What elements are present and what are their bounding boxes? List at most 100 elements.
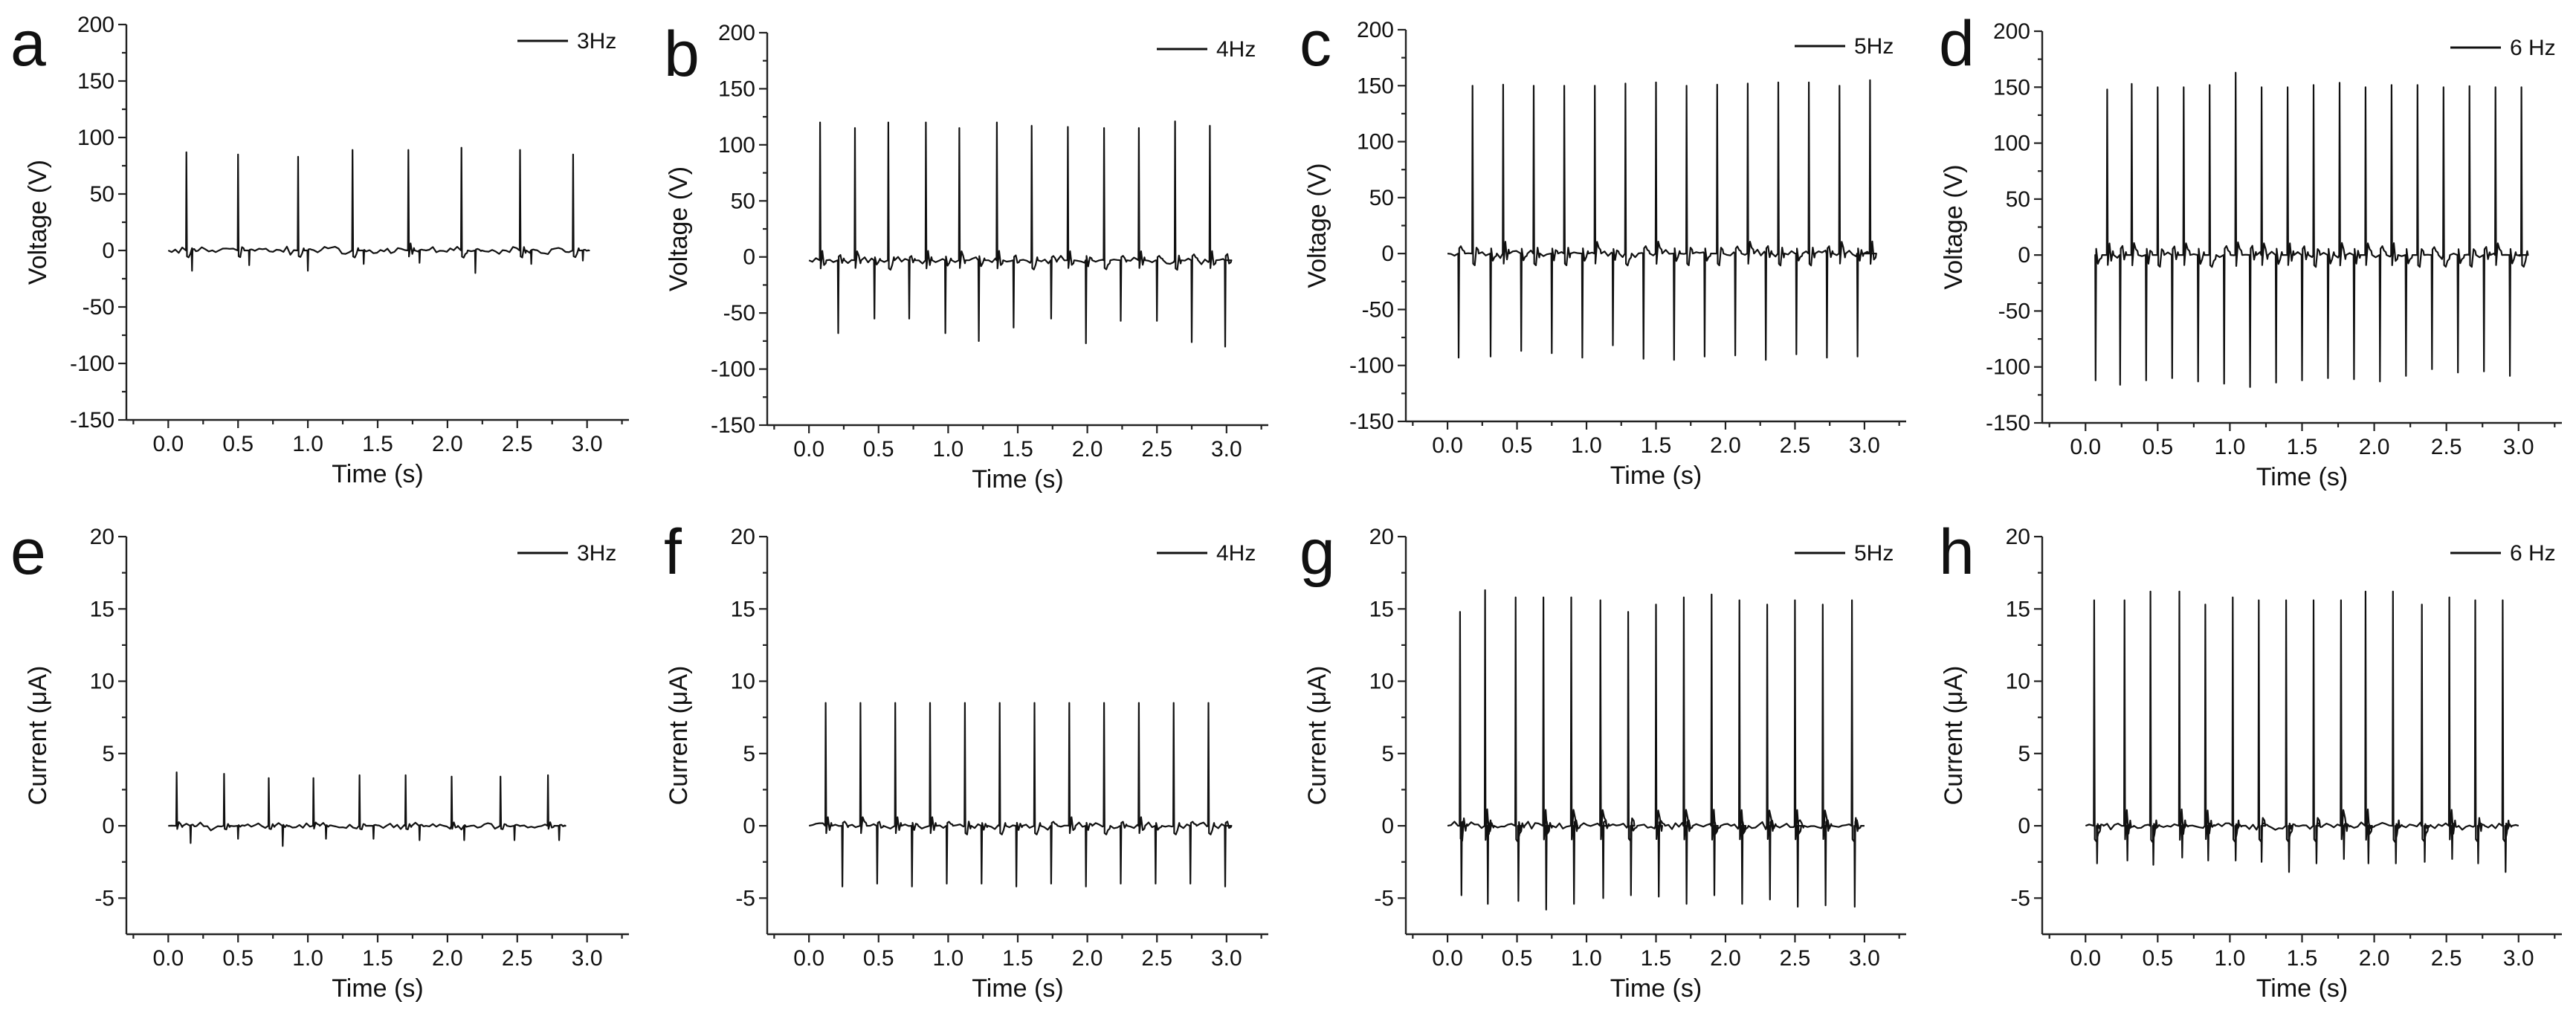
panel-e: e 0.0 0.5 1.0 1.5 2.0 2.5 3.0 -5 0 5 10 15 20 Time (s)… (10, 517, 629, 1003)
x-tick-label: 1.5 (362, 946, 393, 971)
y-tick-label: 200 (1993, 19, 2030, 44)
panel-letter-a: a (10, 8, 46, 80)
y-tick-label: 100 (718, 133, 755, 158)
y-axis-title: Current (μA) (1940, 666, 1968, 806)
y-tick-label: 50 (2006, 187, 2030, 212)
series-line (1447, 589, 1865, 910)
y-tick-label: -100 (711, 357, 755, 382)
x-tick-label: 2.0 (2359, 946, 2390, 971)
x-axis-title: Time (s) (1610, 462, 1702, 490)
panel-h: h 0.0 0.5 1.0 1.5 2.0 2.5 3.0 -5 0 5 10 15 20 Time (s)… (1939, 517, 2562, 1003)
y-tick-label: 15 (731, 597, 755, 621)
x-tick-label: 1.5 (362, 432, 393, 456)
x-tick-label: 3.0 (2503, 946, 2534, 971)
y-axis-title: Voltage (V) (1303, 163, 1331, 288)
x-tick-label: 2.0 (1072, 946, 1103, 971)
y-tick-label: 0 (2018, 243, 2030, 268)
y-tick-label: 150 (718, 77, 755, 101)
x-tick-label: 1.0 (292, 946, 323, 971)
x-tick-label: 0.5 (222, 946, 254, 971)
x-tick-label: 3.0 (2503, 435, 2534, 459)
x-tick-label: 1.5 (1641, 946, 1672, 971)
x-tick-label: 3.0 (572, 432, 603, 456)
series-line (2085, 590, 2519, 873)
x-tick-label: 1.0 (933, 946, 964, 971)
x-tick-label: 1.0 (1571, 433, 1602, 458)
y-tick-label: -100 (1349, 354, 1394, 378)
y-tick-label: 100 (1993, 132, 2030, 156)
y-tick-label: 50 (731, 189, 755, 213)
x-tick-label: 2.5 (502, 946, 533, 971)
y-tick-label: 10 (90, 670, 114, 694)
y-tick-label: -50 (723, 301, 755, 326)
x-tick-label: 3.0 (1211, 437, 1242, 462)
panel-letter-g: g (1300, 517, 1335, 588)
x-tick-label: 2.5 (2431, 435, 2462, 459)
y-tick-label: 0 (102, 239, 114, 263)
legend-label: 4Hz (1216, 37, 1256, 62)
panel-c: c 0.0 0.5 1.0 1.5 2.0 2.5 3.0 -150 -100 -50 0 50 100 1… (1300, 8, 1906, 490)
panel-f: f 0.0 0.5 1.0 1.5 2.0 2.5 3.0 -5 0 5 10 15 20 Time (s)… (664, 517, 1268, 1003)
y-tick-label: 15 (1369, 597, 1394, 621)
panel-letter-e: e (10, 517, 46, 588)
y-axis-title: Voltage (V) (24, 160, 52, 285)
y-tick-label: -100 (70, 352, 114, 376)
y-tick-label: 150 (77, 69, 114, 94)
x-tick-label: 1.5 (2287, 435, 2318, 459)
y-tick-label: 150 (1993, 75, 2030, 100)
legend-label: 3Hz (577, 541, 616, 566)
x-axis-title: Time (s) (332, 974, 423, 1003)
panel-b: b 0.0 0.5 1.0 1.5 2.0 2.5 3.0 -150 -100 -50 0 50 100 1… (664, 19, 1268, 494)
y-tick-label: -150 (1349, 410, 1394, 434)
y-axis-title: Current (μA) (665, 666, 693, 806)
series-line (808, 702, 1233, 887)
y-tick-label: 10 (731, 670, 755, 694)
y-tick-label: 50 (1369, 186, 1394, 210)
x-tick-label: 2.0 (1710, 433, 1741, 458)
x-tick-label: 1.5 (1641, 433, 1672, 458)
y-tick-label: 50 (90, 182, 114, 207)
y-tick-label: 100 (1357, 130, 1394, 155)
panel-letter-c: c (1300, 8, 1331, 80)
y-tick-label: 5 (102, 742, 114, 766)
x-tick-label: 3.0 (1849, 433, 1880, 458)
y-tick-label: -150 (1986, 411, 2030, 436)
x-tick-label: 2.5 (2431, 946, 2462, 971)
panel-letter-d: d (1939, 8, 1975, 80)
y-tick-label: 10 (2006, 670, 2030, 694)
y-tick-label: -50 (1362, 297, 1394, 322)
x-tick-label: 0.0 (152, 946, 184, 971)
x-tick-label: 0.0 (793, 437, 824, 462)
x-tick-label: 2.5 (1780, 433, 1811, 458)
y-tick-label: 20 (731, 525, 755, 549)
x-tick-label: 2.5 (1141, 946, 1172, 971)
y-axis-title: Current (μA) (1303, 666, 1331, 806)
x-axis-title: Time (s) (972, 465, 1063, 494)
y-tick-label: 0 (102, 814, 114, 838)
x-tick-label: 2.5 (1141, 437, 1172, 462)
y-tick-label: 100 (77, 126, 114, 150)
x-tick-label: 1.5 (1002, 946, 1033, 971)
x-axis-title: Time (s) (332, 460, 423, 488)
x-tick-label: 1.0 (1571, 946, 1602, 971)
x-tick-label: 0.5 (863, 946, 894, 971)
y-tick-label: 150 (1357, 74, 1394, 98)
legend-label: 4Hz (1216, 541, 1256, 566)
x-tick-label: 2.0 (2359, 435, 2390, 459)
x-tick-label: 1.0 (2215, 435, 2246, 459)
y-tick-label: 0 (2018, 814, 2030, 838)
y-tick-label: 5 (2018, 742, 2030, 766)
x-tick-label: 0.0 (152, 432, 184, 456)
x-tick-label: 3.0 (1849, 946, 1880, 971)
x-tick-label: 0.5 (1502, 433, 1533, 458)
series-line (168, 771, 566, 847)
x-axis-title: Time (s) (2256, 463, 2348, 491)
x-tick-label: 0.5 (1502, 946, 1533, 971)
x-tick-label: 1.5 (2287, 946, 2318, 971)
y-axis-title: Voltage (V) (1940, 164, 1968, 289)
y-tick-label: 20 (1369, 525, 1394, 549)
x-tick-label: 0.5 (222, 432, 254, 456)
x-tick-label: 3.0 (1211, 946, 1242, 971)
y-tick-label: -150 (711, 413, 755, 438)
